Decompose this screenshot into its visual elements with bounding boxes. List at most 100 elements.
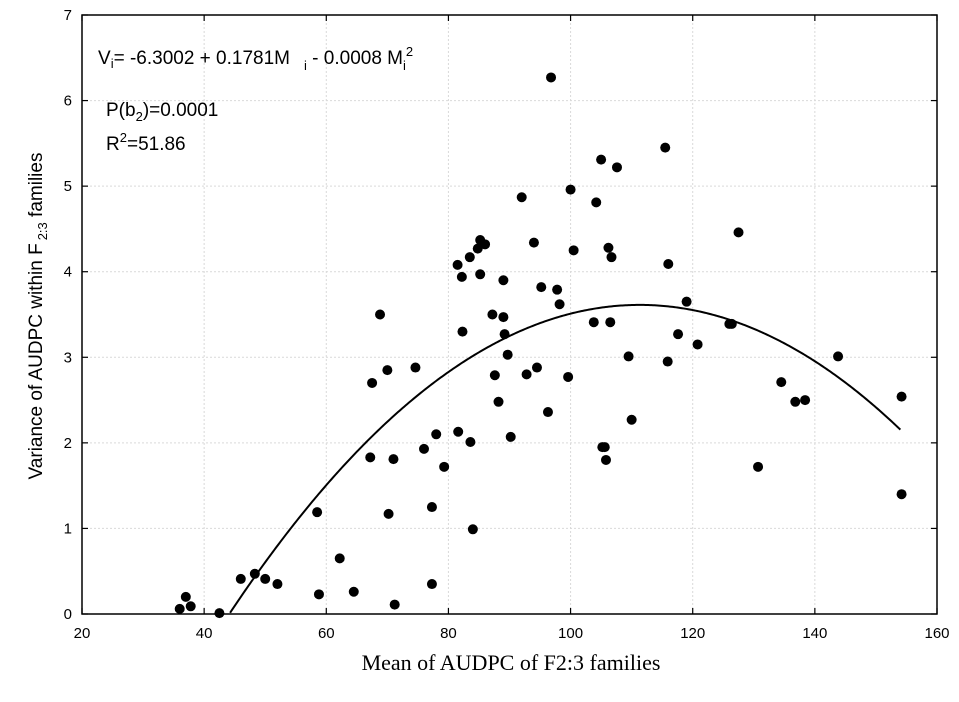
data-point: [214, 608, 225, 619]
data-point: [591, 197, 602, 208]
data-point: [313, 589, 324, 600]
data-point: [896, 489, 907, 500]
data-points: [174, 72, 907, 619]
data-point: [623, 351, 634, 362]
data-point: [790, 396, 801, 407]
data-point: [389, 599, 400, 610]
data-point: [312, 507, 323, 518]
data-point: [681, 296, 692, 307]
data-point: [272, 579, 283, 590]
data-point: [260, 573, 271, 584]
data-point: [464, 252, 475, 263]
data-point: [528, 237, 539, 248]
y-tick-label: 2: [64, 435, 72, 452]
y-tick-label: 4: [64, 264, 72, 281]
data-point: [235, 573, 246, 584]
data-point: [365, 452, 376, 463]
data-point: [565, 184, 576, 195]
data-point: [536, 282, 547, 293]
data-point: [498, 312, 509, 323]
x-tick-label: 20: [74, 625, 91, 642]
data-point: [498, 275, 509, 286]
data-point: [626, 414, 637, 425]
x-tick-label: 120: [680, 625, 705, 642]
y-tick-label: 1: [64, 520, 72, 537]
plot-frame: [81, 14, 938, 615]
data-point: [554, 299, 565, 310]
p-value-annotation: P(b2)=0.0001: [106, 100, 218, 124]
data-point: [833, 351, 844, 362]
y-axis-label: Variance of AUDPC within F 2:3 families: [26, 153, 50, 480]
data-point: [453, 426, 464, 437]
data-point: [410, 362, 421, 373]
data-point: [475, 269, 486, 280]
data-point: [606, 252, 617, 263]
data-point: [733, 227, 744, 238]
data-point: [426, 502, 437, 513]
data-point: [185, 601, 196, 612]
data-point: [605, 317, 616, 328]
data-point: [531, 362, 542, 373]
x-tick-label: 100: [558, 625, 583, 642]
data-point: [599, 442, 610, 453]
data-point: [660, 142, 671, 153]
y-tick-label: 6: [64, 93, 72, 110]
p-value-prefix: P(b: [106, 100, 136, 121]
grid-lines: [82, 15, 937, 614]
r-squared-prefix: R: [106, 134, 120, 155]
data-point: [472, 243, 483, 254]
p-value-sub: 2: [136, 109, 143, 124]
data-point: [480, 239, 491, 250]
data-point: [502, 349, 513, 360]
data-point: [521, 369, 532, 380]
data-point: [692, 339, 703, 350]
r-squared-sup: 2: [120, 130, 127, 145]
y-tick-label: 7: [64, 7, 72, 24]
y-axis-label-subscript: 2:3: [35, 222, 50, 240]
x-tick-label: 40: [196, 625, 213, 642]
x-tick-labels: 20 40 60 80 100 120 140 160: [74, 625, 950, 642]
data-point: [431, 429, 442, 440]
y-tick-label: 5: [64, 178, 72, 195]
y-tick-label: 3: [64, 349, 72, 366]
y-tick-labels: 0 1 2 3 4 5 6 7: [64, 7, 72, 623]
data-point: [419, 443, 429, 454]
data-point: [776, 377, 787, 388]
equation-body: = -6.3002 + 0.1781M: [114, 48, 290, 69]
data-point: [452, 259, 463, 270]
data-point: [603, 242, 614, 253]
y-axis-label-suffix: families: [26, 153, 47, 223]
equation-sub1: i: [304, 58, 307, 73]
x-tick-label: 60: [318, 625, 335, 642]
data-point: [348, 586, 359, 597]
data-point: [426, 579, 437, 590]
data-point: [552, 284, 563, 295]
data-point: [465, 437, 476, 447]
data-point: [375, 309, 386, 320]
equation-lhs: V: [98, 48, 111, 69]
data-point: [663, 259, 674, 270]
fit-curve: [229, 303, 902, 614]
equation-annotation: Vi= -6.3002 + 0.1781M i - 0.0008 Mi2: [98, 44, 413, 73]
data-point: [896, 391, 907, 402]
data-point: [726, 318, 737, 329]
equation-sub2: i: [403, 58, 406, 73]
data-point: [516, 192, 527, 203]
data-point: [174, 603, 185, 614]
data-point: [493, 396, 504, 407]
data-point: [662, 356, 673, 367]
data-point: [334, 553, 345, 564]
data-point: [563, 371, 574, 382]
data-point: [382, 365, 393, 376]
data-point: [456, 271, 467, 282]
equation-sup2: 2: [406, 44, 413, 59]
x-tick-label: 80: [440, 625, 457, 642]
data-point: [180, 591, 191, 602]
data-point: [457, 326, 468, 337]
x-axis-label: Mean of AUDPC of F2:3 families: [362, 650, 661, 675]
data-point: [611, 162, 622, 173]
p-value-suffix: )=0.0001: [143, 100, 219, 121]
data-point: [487, 309, 498, 320]
equation-tail: - 0.0008 M: [307, 48, 403, 69]
